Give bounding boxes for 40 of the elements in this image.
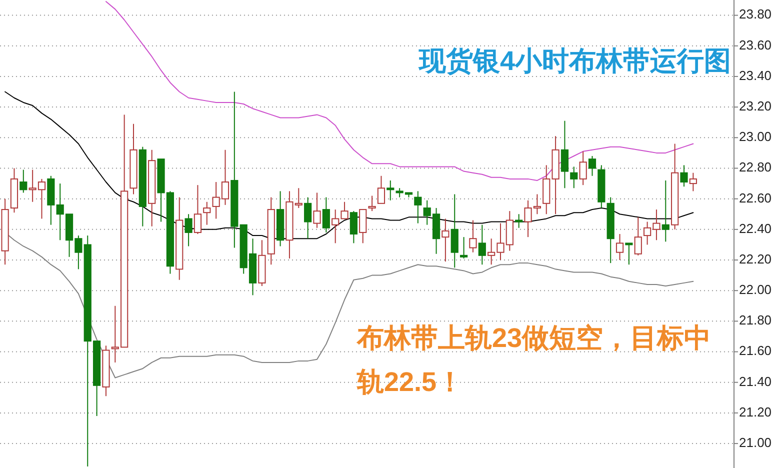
y-tick-label: 22.00 [739, 282, 772, 298]
annotation: 布林带上轨23做短空，目标中轨22.5！ [357, 322, 712, 399]
candlestick [515, 214, 523, 228]
candlestick [570, 166, 578, 189]
y-tick-label: 22.80 [739, 160, 772, 175]
y-tick-label: 21.80 [739, 312, 772, 328]
y-tick-label: 22.40 [739, 220, 772, 236]
line-series [4, 91, 694, 240]
candlestick [267, 196, 275, 266]
candlestick [442, 218, 450, 262]
y-tick-label: 21.20 [739, 404, 772, 420]
candlestick [560, 120, 569, 189]
y-tick-label: 23.00 [739, 129, 772, 144]
candlestick [450, 194, 458, 268]
candlestick [130, 123, 138, 195]
y-tick-label: 21.00 [739, 434, 772, 450]
text: 现货银4小时布林带运行图 [418, 46, 731, 76]
y-tick-label: 21.40 [739, 374, 772, 389]
y-tick-label: 21.60 [739, 343, 772, 358]
candlestick [616, 234, 624, 260]
candlestick [689, 172, 697, 192]
y-tick-label: 22.60 [739, 190, 772, 206]
candlestick [579, 150, 587, 186]
candlestick [230, 91, 238, 248]
candlestick [598, 164, 606, 208]
candlestick [203, 201, 211, 226]
candlestick [386, 180, 394, 201]
candlestick [304, 196, 312, 240]
y-tick-label: 23.40 [739, 68, 772, 83]
y-tick-label: 23.20 [739, 98, 772, 114]
candlestick [276, 190, 284, 247]
candlestick [478, 224, 486, 266]
candlestick [414, 190, 422, 224]
candlestick [606, 196, 614, 264]
y-tick-label: 23.80 [739, 6, 772, 22]
y-tick-label: 23.60 [739, 37, 772, 52]
candlestick [148, 149, 156, 227]
candlestick [176, 196, 184, 280]
candlestick [662, 180, 670, 242]
y-tick-label: 22.20 [739, 251, 772, 266]
